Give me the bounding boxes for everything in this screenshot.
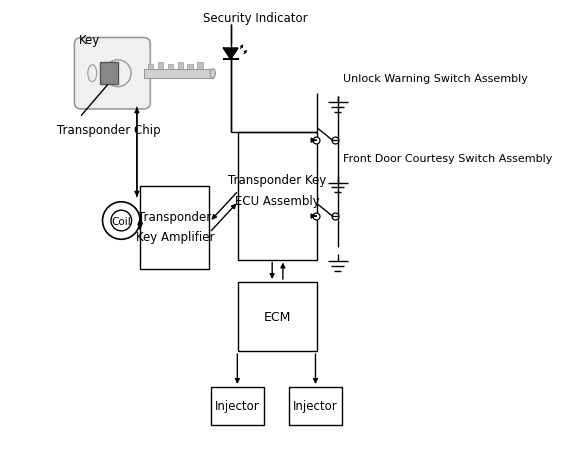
Bar bbox=[239, 133, 317, 260]
Text: Injector: Injector bbox=[293, 400, 338, 412]
Bar bbox=[148, 65, 153, 69]
Text: Transponder: Transponder bbox=[138, 210, 212, 223]
Text: Transponder Key: Transponder Key bbox=[228, 173, 327, 186]
Polygon shape bbox=[224, 49, 238, 60]
Bar bbox=[210, 387, 264, 425]
Bar bbox=[177, 62, 183, 69]
Bar bbox=[143, 69, 213, 78]
Bar bbox=[100, 63, 118, 85]
Bar bbox=[239, 282, 317, 351]
Text: Key Amplifier: Key Amplifier bbox=[136, 230, 214, 243]
Ellipse shape bbox=[210, 69, 216, 78]
Text: Transponder Chip: Transponder Chip bbox=[57, 123, 160, 136]
Text: Injector: Injector bbox=[215, 400, 260, 412]
Text: ECM: ECM bbox=[264, 310, 291, 323]
Bar bbox=[197, 63, 202, 69]
Text: ECU Assembly: ECU Assembly bbox=[235, 194, 320, 207]
FancyBboxPatch shape bbox=[75, 38, 150, 110]
Bar bbox=[187, 65, 192, 69]
Text: Front Door Courtesy Switch Assembly: Front Door Courtesy Switch Assembly bbox=[343, 154, 553, 164]
Text: Key: Key bbox=[79, 34, 100, 47]
Text: Unlock Warning Switch Assembly: Unlock Warning Switch Assembly bbox=[343, 74, 528, 83]
Text: Coil: Coil bbox=[112, 216, 131, 226]
Bar bbox=[288, 387, 342, 425]
Bar bbox=[158, 62, 163, 69]
Bar bbox=[140, 187, 209, 269]
Text: Security Indicator: Security Indicator bbox=[203, 12, 307, 25]
Bar bbox=[168, 65, 173, 69]
